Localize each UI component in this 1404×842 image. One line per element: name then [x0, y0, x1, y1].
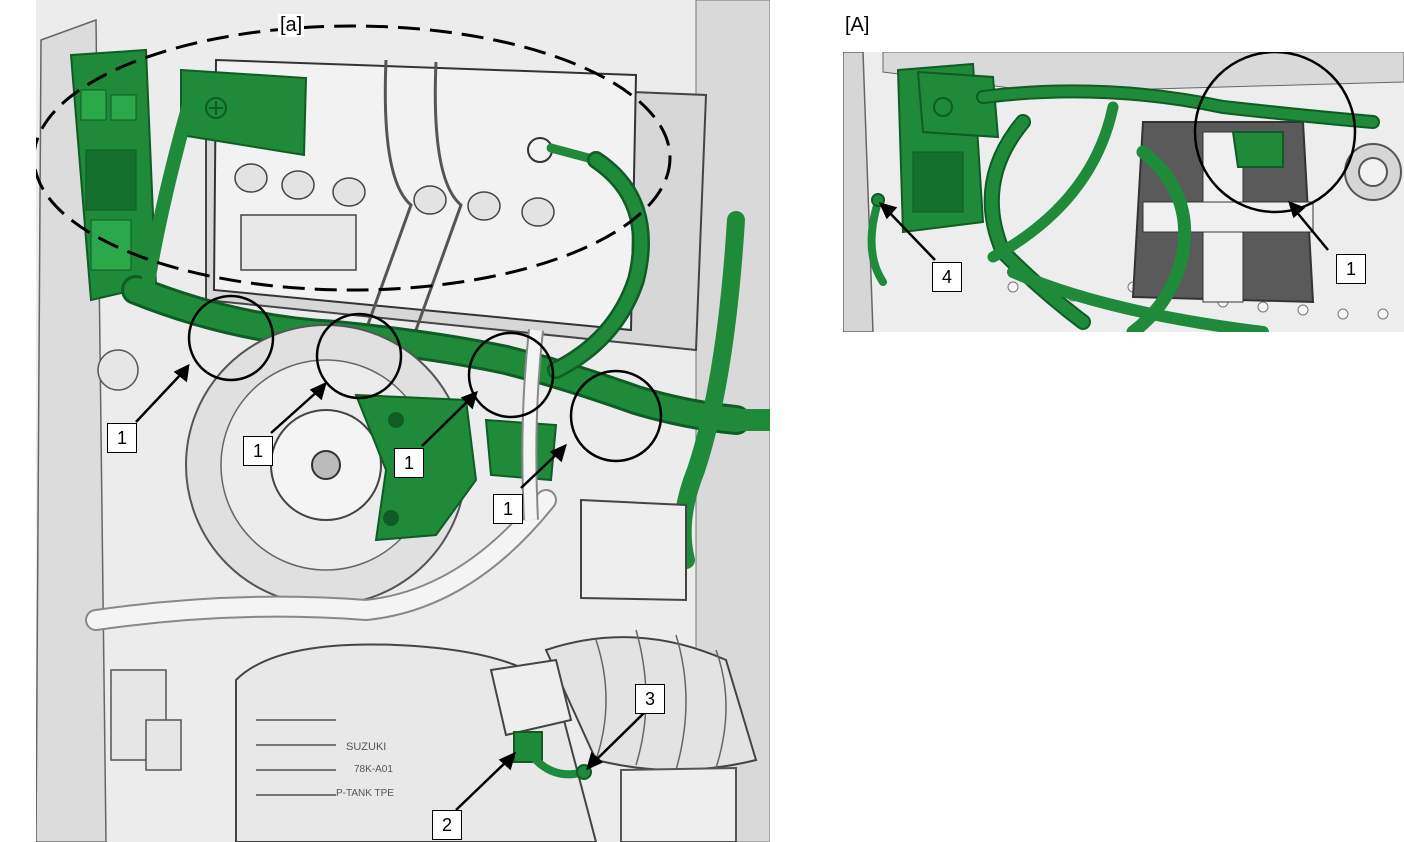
callout-ground-bolt: 3 [635, 684, 665, 714]
region-a-label: [a] [278, 14, 305, 37]
svg-text:78K-A01: 78K-A01 [354, 764, 393, 775]
callout-detail-ground: 4 [932, 262, 962, 292]
callout-detail-clamp: 1 [1336, 254, 1366, 284]
region-a-outline [36, 24, 672, 292]
detail-view-svg [843, 52, 1404, 332]
engine-bay-drawing: SUZUKI 78K-A01 P-TANK TPE [36, 0, 770, 842]
callout-connector: 2 [432, 810, 462, 840]
engine-bay-svg: SUZUKI 78K-A01 P-TANK TPE [36, 0, 770, 842]
hold-down-rod [364, 59, 413, 331]
detail-leader-arrows [878, 200, 1329, 261]
detail-highlight-circle [1193, 52, 1357, 214]
reservoir [580, 498, 687, 602]
callout-clamp-4: 1 [493, 494, 523, 524]
detail-view-a [843, 52, 1404, 332]
battery-label-plate [240, 214, 357, 271]
battery-caps [234, 163, 555, 227]
view-a-label: [A] [843, 14, 872, 37]
svg-text:SUZUKI: SUZUKI [346, 741, 386, 753]
callout-clamp-3: 1 [394, 448, 424, 478]
leader-arrows [135, 363, 646, 811]
clamp-highlight-circles [187, 294, 663, 463]
callout-clamp-1: 1 [107, 423, 137, 453]
callout-clamp-2: 1 [243, 436, 273, 466]
svg-text:P-TANK TPE: P-TANK TPE [336, 788, 394, 799]
